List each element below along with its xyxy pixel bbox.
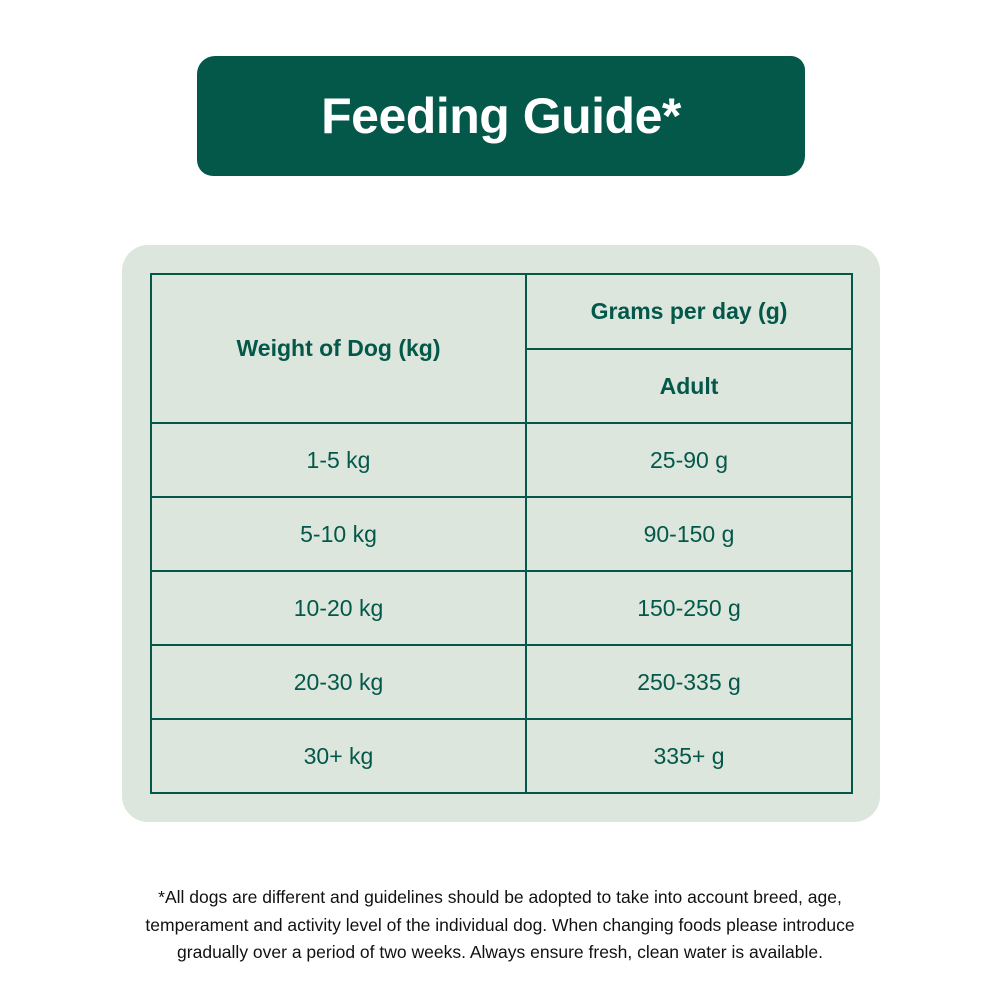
- grams-cell: 150-250 g: [525, 570, 853, 646]
- table-row: 10-20 kg 150-250 g: [150, 570, 853, 646]
- grams-cell: 90-150 g: [525, 496, 853, 572]
- grams-header: Grams per day (g): [525, 273, 853, 350]
- table-row: 30+ kg 335+ g: [150, 718, 853, 794]
- footnote-line: temperament and activity level of the in…: [145, 914, 855, 935]
- table-row: 5-10 kg 90-150 g: [150, 496, 853, 572]
- footnote-line: gradually over a period of two weeks. Al…: [177, 942, 823, 962]
- footnote-line: *All dogs are different and guidelines s…: [158, 887, 842, 907]
- feeding-table: Weight of Dog (kg) Grams per day (g) Adu…: [150, 273, 853, 794]
- weight-cell: 1-5 kg: [150, 422, 527, 498]
- header-row: Weight of Dog (kg) Grams per day (g): [150, 273, 853, 424]
- weight-cell: 20-30 kg: [150, 644, 527, 720]
- weight-cell: 30+ kg: [150, 718, 527, 794]
- weight-cell: 5-10 kg: [150, 496, 527, 572]
- adult-header: Adult: [525, 348, 853, 424]
- table-row: 20-30 kg 250-335 g: [150, 644, 853, 720]
- weight-cell: 10-20 kg: [150, 570, 527, 646]
- footnote: *All dogs are different and guidelines s…: [0, 884, 1000, 967]
- title-banner: Feeding Guide*: [197, 56, 805, 176]
- grams-cell: 250-335 g: [525, 644, 853, 720]
- table-row: 1-5 kg 25-90 g: [150, 422, 853, 498]
- grams-cell: 25-90 g: [525, 422, 853, 498]
- page-title: Feeding Guide*: [321, 88, 681, 144]
- grams-cell: 335+ g: [525, 718, 853, 794]
- weight-header: Weight of Dog (kg): [150, 273, 527, 424]
- subheader-row: Adult: [151, 348, 853, 424]
